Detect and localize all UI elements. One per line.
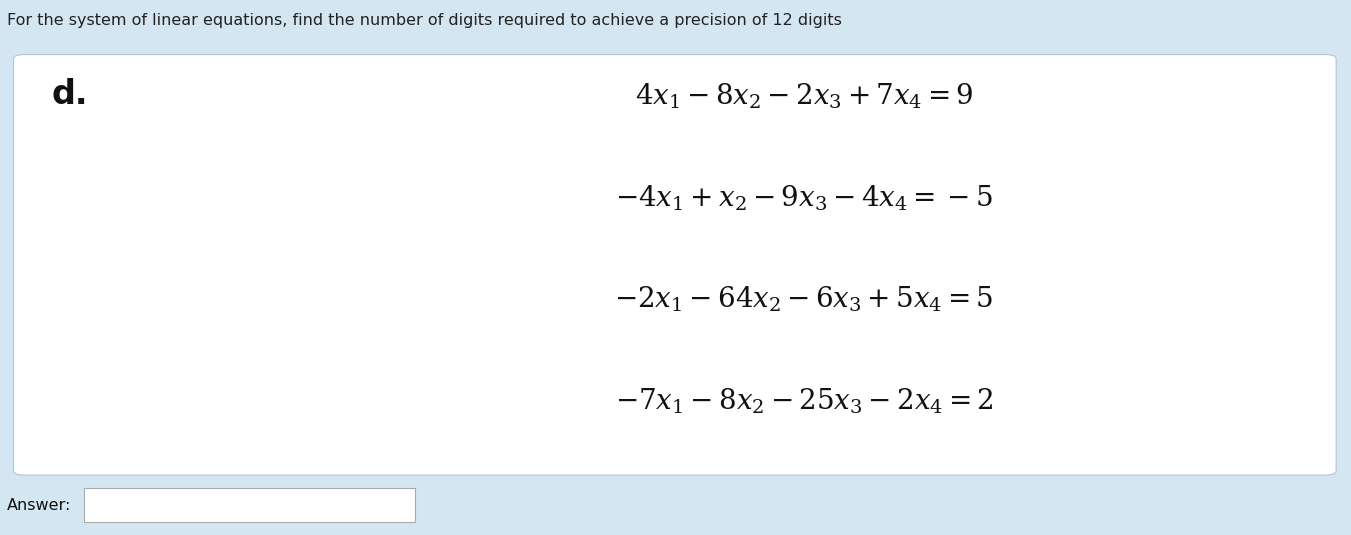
Text: $-4x_1 + x_2 - 9x_3 - 4x_4 = -5$: $-4x_1 + x_2 - 9x_3 - 4x_4 = -5$ bbox=[615, 183, 993, 213]
FancyBboxPatch shape bbox=[84, 488, 415, 522]
Text: $-7x_1 - 8x_2 - 25x_3 - 2x_4 = 2$: $-7x_1 - 8x_2 - 25x_3 - 2x_4 = 2$ bbox=[615, 386, 993, 416]
Text: Answer:: Answer: bbox=[7, 498, 72, 513]
FancyBboxPatch shape bbox=[14, 55, 1336, 475]
Text: For the system of linear equations, find the number of digits required to achiev: For the system of linear equations, find… bbox=[7, 13, 842, 28]
Text: d.: d. bbox=[51, 78, 88, 111]
Text: $4x_1 - 8x_2 - 2x_3 + 7x_4 = 9$: $4x_1 - 8x_2 - 2x_3 + 7x_4 = 9$ bbox=[635, 81, 973, 111]
Text: $-2x_1 - 64x_2 - 6x_3 + 5x_4 = 5$: $-2x_1 - 64x_2 - 6x_3 + 5x_4 = 5$ bbox=[615, 285, 993, 315]
